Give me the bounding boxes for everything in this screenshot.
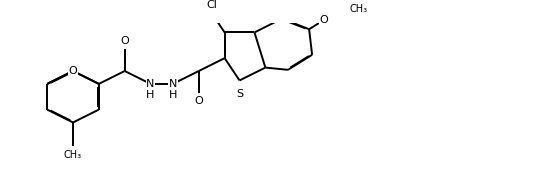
Text: O: O — [69, 66, 77, 76]
Text: O: O — [194, 96, 203, 106]
Text: CH₃: CH₃ — [64, 150, 82, 160]
Text: O: O — [120, 36, 129, 46]
Text: N: N — [147, 79, 155, 89]
Text: H: H — [169, 90, 177, 100]
Text: O: O — [320, 15, 328, 25]
Text: CH₃: CH₃ — [349, 4, 367, 14]
Text: S: S — [236, 89, 243, 99]
Text: H: H — [147, 90, 155, 100]
Text: N: N — [169, 79, 177, 89]
Text: Cl: Cl — [207, 0, 217, 10]
